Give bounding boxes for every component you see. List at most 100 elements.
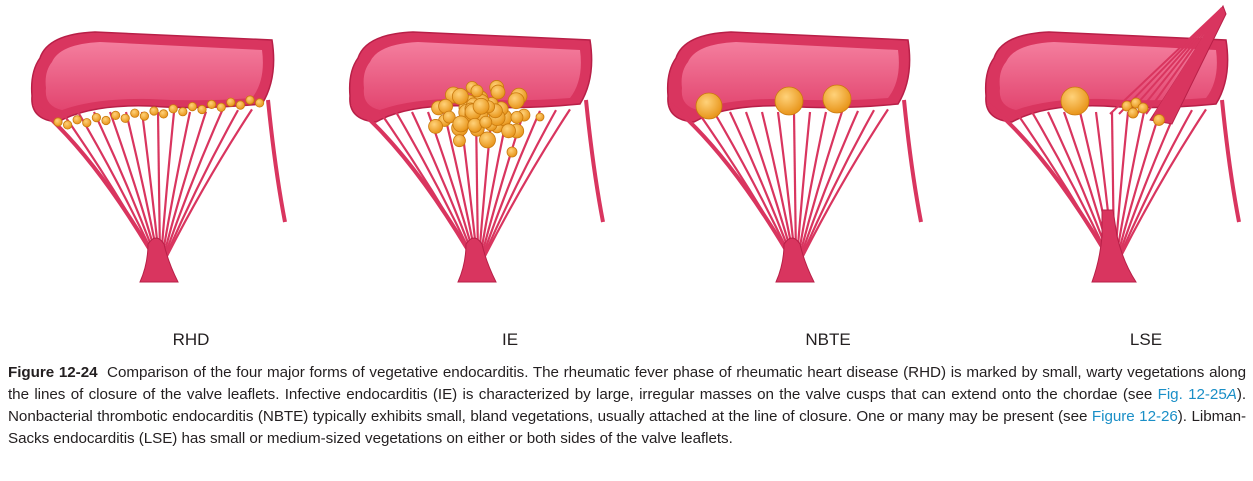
chorda-tendinea: [796, 111, 828, 259]
chorda-tendinea: [162, 110, 224, 259]
vegetation-small: [91, 113, 102, 123]
vegetation-small: [207, 99, 217, 110]
valve-panel-ie: [348, 31, 605, 283]
chorda-tendinea: [1115, 111, 1162, 259]
chorda-tendinea: [1117, 109, 1193, 259]
chorda-tendinea: [1031, 111, 1110, 259]
vegetation-small: [216, 102, 226, 112]
endocarditis-illustration: [30, 4, 1241, 283]
vegetation-small: [82, 118, 92, 128]
figure-reference-1-text: Fig. 12-25: [1157, 386, 1227, 403]
vegetation-small: [159, 109, 169, 119]
valve-panel-nbte: [666, 31, 923, 283]
chorda-tendinea: [1119, 108, 1207, 259]
chorda-tendinea: [1114, 111, 1146, 259]
chorda-tendinea: [395, 111, 474, 259]
vegetation-small: [187, 102, 197, 112]
vegetation-small: [149, 106, 159, 116]
chorda-tendinea: [159, 111, 176, 259]
ventricular-wall-right: [266, 99, 287, 223]
vegetation-irregular-mass: [535, 112, 545, 122]
vegetation-small: [130, 108, 140, 118]
valve-panel-rhd: [30, 31, 287, 283]
vegetation-irregular-mass: [442, 110, 456, 124]
vegetation-irregular-mass: [453, 134, 466, 148]
papillary-muscle: [775, 237, 815, 283]
chorda-tendinea: [795, 111, 812, 259]
vegetation-irregular-mass: [479, 115, 493, 129]
chorda-tendinea: [411, 111, 476, 259]
valve-leaflet-inner: [45, 42, 263, 110]
chorda-tendinea: [165, 108, 253, 259]
ventricular-wall-left: [668, 102, 788, 252]
vegetation-bland: [822, 84, 852, 114]
vegetation-small: [1127, 107, 1139, 119]
panel-label-nbte: NBTE: [805, 330, 851, 349]
vegetation-small: [111, 110, 121, 121]
panel-label-ie: IE: [501, 330, 519, 349]
ventricular-wall-right: [1220, 99, 1241, 223]
vegetation-small: [1137, 102, 1149, 114]
ventricular-wall-right: [902, 99, 923, 223]
caption-text-2: ). Nonbacterial thrombotic endocarditis …: [8, 386, 1246, 425]
vegetation-small: [53, 117, 63, 127]
chorda-tendinea-detached: [1154, 7, 1223, 115]
vegetation-small: [235, 100, 245, 110]
figure-reference-1-italic: A: [1226, 386, 1237, 403]
ventricular-wall-left: [350, 102, 470, 252]
chorda-tendinea: [483, 108, 571, 259]
ventricular-wall-left: [986, 102, 1106, 252]
vegetation-irregular-mass: [451, 88, 469, 105]
chorda-tendinea-detached: [1145, 7, 1223, 115]
vegetation-small: [178, 107, 188, 117]
chorda-tendinea-detached: [1163, 7, 1223, 115]
papillary-muscle: [139, 237, 179, 283]
figure-reference-link-1[interactable]: Fig. 12-25A: [1158, 386, 1237, 403]
chorda-tendinea-detached: [1118, 7, 1223, 115]
chorda-tendinea: [1047, 111, 1112, 259]
vegetation-irregular-mass: [501, 123, 516, 139]
panel-label-rhd: RHD: [172, 330, 210, 349]
vegetation-small: [139, 111, 149, 121]
vegetation-small: [197, 104, 207, 115]
chorda-tendinea: [1116, 110, 1178, 259]
vegetation-small: [120, 113, 130, 123]
vegetation-small: [1153, 114, 1165, 126]
chorda-tendinea: [798, 110, 860, 259]
chorda-tendinea: [792, 111, 798, 259]
vegetation-irregular-mass: [490, 84, 506, 100]
papillary-muscle: [457, 237, 497, 283]
vegetation-small: [62, 120, 73, 130]
vegetation-small: [168, 104, 178, 114]
vegetation-small: [255, 98, 265, 108]
vegetation-medium: [1060, 86, 1090, 116]
vegetation-irregular-mass: [507, 92, 525, 110]
figure-caption: Figure 12-24 Comparison of the four majo…: [8, 362, 1246, 450]
vegetation-small: [72, 115, 82, 125]
papillary-muscle-torn: [1091, 209, 1137, 283]
panel-label-lse: LSE: [1129, 330, 1163, 349]
vegetation-irregular-mass: [452, 115, 470, 133]
ventricular-wall-left: [32, 102, 152, 252]
chorda-tendinea-detached: [1109, 7, 1223, 115]
vegetation-small: [101, 115, 111, 126]
vegetation-irregular-mass: [506, 146, 518, 158]
chorda-tendinea-detached: [1127, 7, 1223, 115]
chorda-tendinea: [77, 111, 156, 259]
ventricular-wall-right: [584, 99, 605, 223]
chorda-tendinea: [799, 109, 875, 259]
vegetation-irregular-mass: [479, 131, 496, 149]
chorda-tendinea: [713, 111, 792, 259]
chorda-tendinea: [480, 110, 542, 259]
vegetation-irregular-mass: [472, 97, 490, 115]
figure-number: Figure 12-24: [8, 364, 98, 381]
chorda-tendinea: [93, 111, 158, 259]
vegetation-small: [245, 95, 255, 105]
vegetation-bland: [695, 92, 723, 120]
vegetation-small: [226, 97, 236, 107]
chorda-tendinea: [156, 111, 162, 259]
vegetation-bland: [774, 86, 804, 116]
valve-leaflet-inner: [999, 42, 1217, 110]
figure-reference-link-2[interactable]: Figure 12-26: [1091, 408, 1178, 425]
vegetation-irregular-mass: [470, 84, 484, 98]
